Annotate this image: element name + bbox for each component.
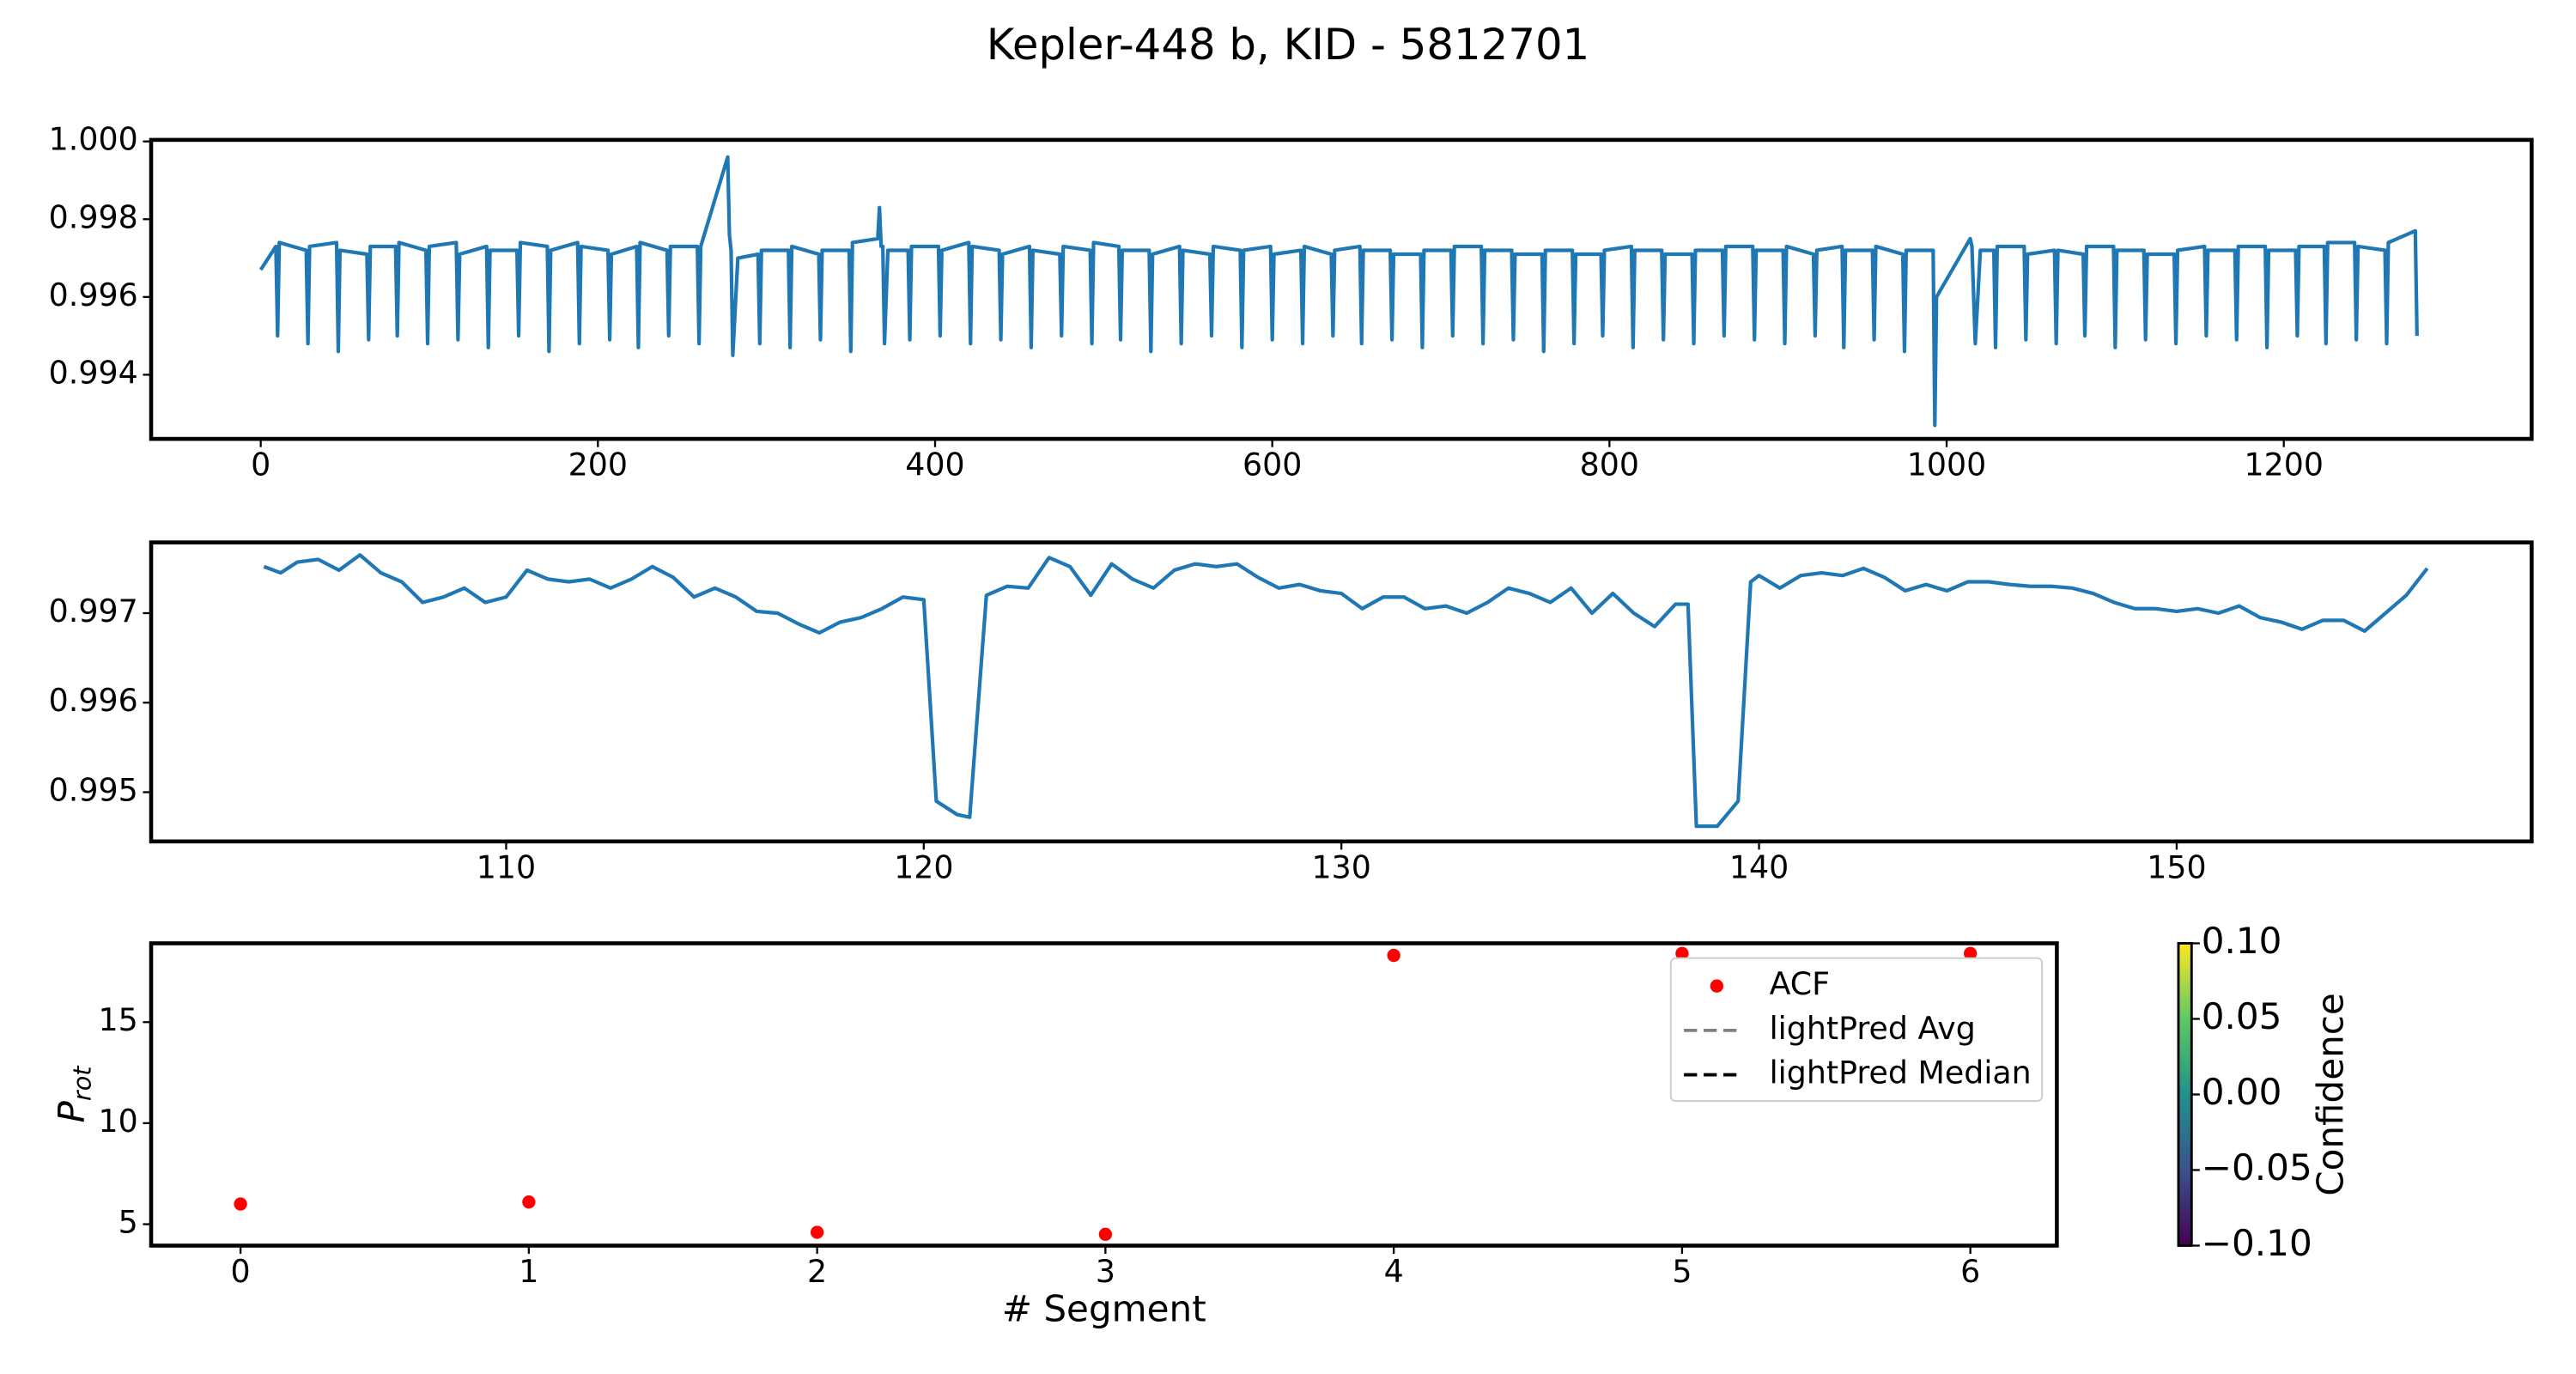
x-axis-label: # Segment [1002, 1288, 1206, 1330]
legend-marker [1710, 979, 1724, 993]
plot-frame [149, 941, 2059, 1248]
colorbar-tick-label: −0.05 [2202, 1146, 2312, 1189]
data-point [1964, 946, 1978, 960]
y-tick-label: 15 [98, 1001, 137, 1038]
y-axis-label: Prot [51, 1065, 97, 1123]
x-tick-label: 800 [1580, 447, 1639, 483]
x-tick-label: 6 [1960, 1253, 1980, 1290]
plot-frame [149, 540, 2534, 844]
x-tick-label: 3 [1096, 1253, 1115, 1290]
colorbar [2177, 942, 2193, 1247]
x-tick-label: 4 [1384, 1253, 1404, 1290]
data-line [258, 155, 2419, 428]
y-tick-label: 10 [98, 1103, 137, 1140]
x-tick-label: 5 [1672, 1253, 1692, 1290]
x-tick-label: 1000 [1907, 447, 1987, 483]
colorbar-tick-label: 0.00 [2202, 1071, 2282, 1113]
x-tick-label: 600 [1242, 447, 1302, 483]
y-axis-label-sub: rot [68, 1065, 97, 1101]
x-tick-label: 130 [1311, 848, 1370, 885]
x-tick-label: 0 [251, 447, 270, 483]
legend-box [1669, 957, 2044, 1103]
legend-label: lightPred Median [1770, 1055, 2032, 1091]
y-tick-label: 0.998 [49, 198, 138, 235]
x-tick-label: 150 [2147, 848, 2206, 885]
x-tick-label: 120 [894, 848, 953, 885]
x-tick-label: 1200 [2244, 447, 2324, 483]
x-tick-label: 0 [231, 1253, 251, 1290]
y-tick-label: 0.996 [49, 277, 138, 313]
y-tick-label: 0.997 [49, 593, 138, 629]
x-tick-label: 2 [807, 1253, 827, 1290]
x-tick-label: 140 [1729, 848, 1789, 885]
data-point [1675, 946, 1689, 960]
data-point [1098, 1227, 1113, 1241]
x-tick-label: 110 [477, 848, 536, 885]
legend-label: ACF [1770, 965, 1831, 1002]
y-tick-label: 5 [118, 1204, 138, 1241]
y-tick-label: 0.995 [49, 772, 138, 809]
y-axis-label-main: P [51, 1100, 93, 1122]
data-point [522, 1195, 536, 1209]
data-point [1387, 948, 1400, 963]
data-point [234, 1197, 247, 1211]
y-tick-label: 1.000 [49, 121, 138, 158]
plot-frame [149, 137, 2534, 441]
x-tick-label: 200 [568, 447, 628, 483]
data-line [263, 553, 2429, 829]
legend-label: lightPred Avg [1770, 1010, 1976, 1047]
colorbar-tick-label: −0.10 [2202, 1222, 2312, 1264]
colorbar-label: Confidence [2309, 993, 2351, 1196]
data-point [810, 1225, 824, 1239]
y-tick-label: 0.996 [49, 682, 138, 719]
x-tick-label: 400 [905, 447, 964, 483]
y-tick-label: 0.994 [49, 354, 138, 391]
colorbar-tick-label: 0.05 [2202, 995, 2282, 1037]
colorbar-tick-label: 0.10 [2202, 920, 2282, 962]
x-tick-label: 1 [519, 1253, 538, 1290]
figure-title: Kepler-448 b, KID - 5812701 [987, 20, 1589, 70]
